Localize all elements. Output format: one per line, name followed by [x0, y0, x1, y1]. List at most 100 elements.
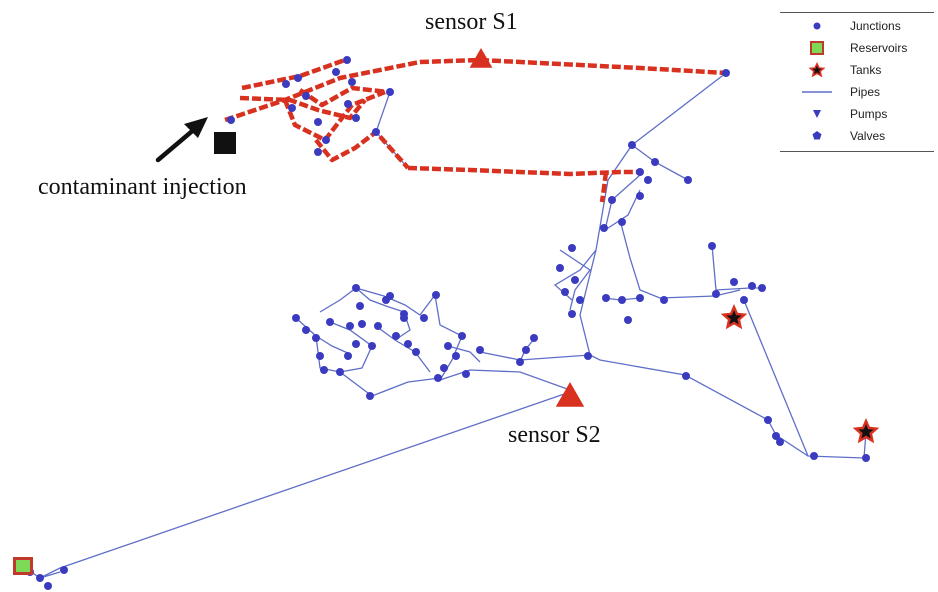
junction-node: [336, 368, 344, 376]
contaminated-pipe: [239, 95, 367, 121]
junction-node: [352, 284, 360, 292]
legend-reservoirs: Reservoirs: [780, 37, 934, 59]
contaminant-injection-label: contaminant injection: [38, 174, 247, 200]
junction-node: [776, 438, 784, 446]
injection-arrow-shaft: [155, 124, 200, 163]
junction-node: [434, 374, 442, 382]
legend-reservoirs-label: Reservoirs: [850, 41, 908, 55]
junction-node: [684, 176, 692, 184]
junction-node: [386, 88, 394, 96]
junction-node: [322, 136, 330, 144]
junction-node: [344, 100, 352, 108]
junction-node: [516, 358, 524, 366]
junction-node: [420, 314, 428, 322]
pump-icon: [813, 110, 821, 118]
contaminated-pipe: [298, 85, 389, 108]
pipe: [711, 244, 762, 291]
junction-node: [36, 574, 44, 582]
junction-node: [227, 116, 235, 124]
junction-node: [556, 264, 564, 272]
junction-node: [608, 196, 616, 204]
junction-node: [476, 346, 484, 354]
pipe-icon: [802, 91, 832, 93]
junction-node: [530, 334, 538, 342]
pipe: [589, 354, 809, 457]
junction-node: [568, 244, 576, 252]
junction-node: [352, 340, 360, 348]
junction-node: [444, 342, 452, 350]
junction-node: [386, 292, 394, 300]
junctions-layer: [26, 56, 870, 590]
junction-node: [400, 314, 408, 322]
pipe: [447, 345, 481, 363]
pipe: [742, 297, 865, 459]
junction-node: [660, 296, 668, 304]
junction-node: [320, 366, 328, 374]
legend-junctions-label: Junctions: [850, 19, 901, 33]
junction-node: [458, 332, 466, 340]
junction-node: [568, 310, 576, 318]
junction-node: [282, 80, 290, 88]
junction-node: [368, 342, 376, 350]
junction-node: [722, 69, 730, 77]
junction-node: [374, 322, 382, 330]
legend-pumps-label: Pumps: [850, 107, 888, 121]
junction-node: [758, 284, 766, 292]
pipe: [39, 391, 571, 579]
reservoir-icon: [810, 41, 824, 55]
junction-node: [348, 78, 356, 86]
junction-node: [810, 452, 818, 460]
pipe: [619, 219, 741, 299]
pipe: [375, 91, 409, 169]
junction-node: [576, 296, 584, 304]
junction-node: [44, 582, 52, 590]
junction-node: [462, 370, 470, 378]
junction-node: [294, 74, 302, 82]
legend-tanks: Tanks: [780, 59, 934, 81]
junction-node: [600, 224, 608, 232]
junction-node: [730, 278, 738, 286]
valve-icon: [812, 131, 822, 140]
junction-node: [571, 276, 579, 284]
junction-node: [862, 454, 870, 462]
sensor-s2-label: sensor S2: [508, 422, 601, 448]
junction-node: [288, 104, 296, 112]
junction-node: [344, 352, 352, 360]
junction-node: [602, 294, 610, 302]
junction-node: [314, 148, 322, 156]
contaminated-pipe: [407, 165, 640, 177]
junction-node: [712, 290, 720, 298]
junction-node: [316, 352, 324, 360]
legend-tanks-label: Tanks: [850, 63, 882, 77]
junction-icon: [813, 22, 821, 30]
junction-node: [432, 291, 440, 299]
junction-node: [772, 432, 780, 440]
junction-node: [618, 296, 626, 304]
junction-node: [358, 320, 366, 328]
junction-node: [452, 352, 460, 360]
contaminant-injection-marker: [214, 132, 236, 154]
junction-node: [708, 242, 716, 250]
junction-node: [682, 372, 690, 380]
pipe: [559, 249, 591, 311]
pipe: [319, 287, 436, 316]
junction-node: [636, 192, 644, 200]
junction-node: [312, 334, 320, 342]
junction-node: [392, 332, 400, 340]
pipe: [579, 72, 727, 356]
junction-node: [60, 566, 68, 574]
junction-node: [624, 316, 632, 324]
legend-valves-label: Valves: [850, 129, 886, 143]
pipe: [434, 294, 463, 381]
junction-node: [636, 294, 644, 302]
junction-node: [346, 322, 354, 330]
legend-valves: Valves: [780, 125, 934, 147]
contaminated-pipe: [599, 171, 609, 203]
junction-node: [636, 168, 644, 176]
legend: Junctions Reservoirs Tanks Pipes: [780, 12, 934, 152]
tank-inner-icon: [858, 424, 874, 439]
injection-arrow-head: [184, 117, 208, 138]
junction-node: [404, 340, 412, 348]
